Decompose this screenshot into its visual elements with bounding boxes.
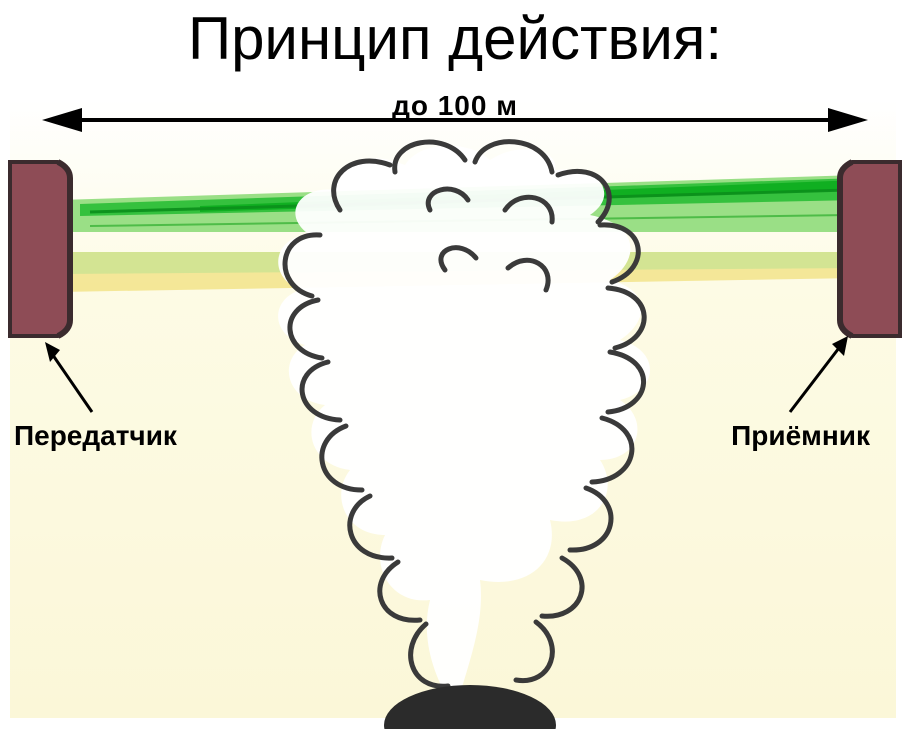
diagram-page: Принцип действия: bbox=[0, 0, 910, 729]
transmitter-device bbox=[10, 162, 70, 336]
smoke-plume bbox=[278, 142, 650, 710]
transmitter-label: Передатчик bbox=[14, 420, 177, 452]
transmitter-arrow bbox=[45, 342, 92, 412]
smoke-source bbox=[384, 685, 556, 729]
receiver-device bbox=[840, 162, 900, 336]
receiver-arrow bbox=[790, 336, 848, 412]
receiver-label: Приёмник bbox=[731, 420, 870, 452]
range-label: до 100 м bbox=[0, 90, 910, 122]
